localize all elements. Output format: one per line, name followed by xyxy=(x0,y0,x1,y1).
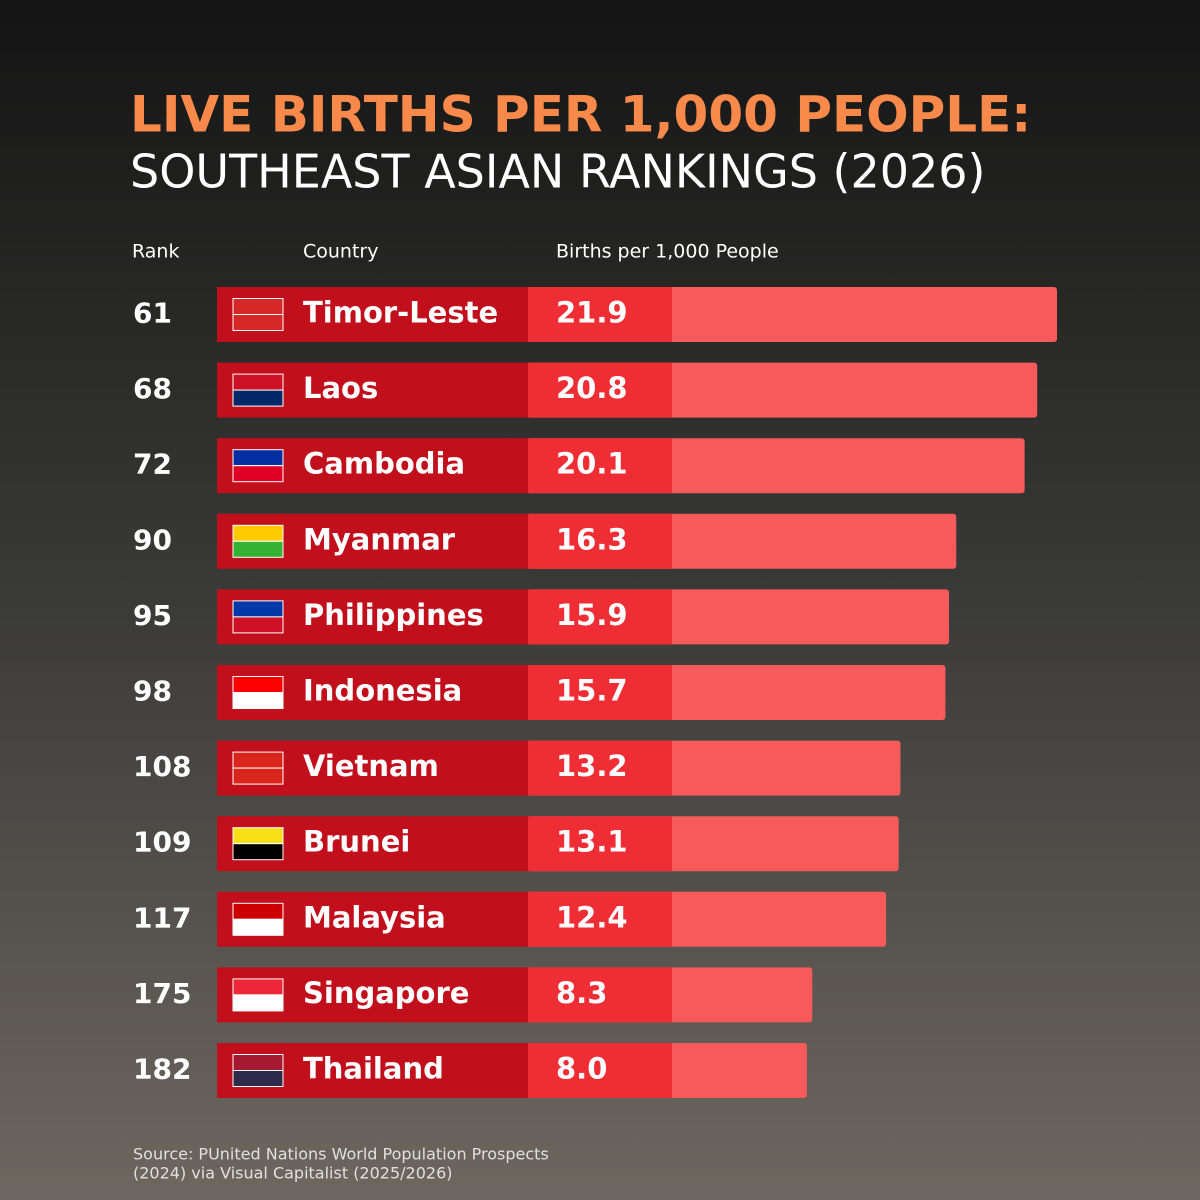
rank: 68 xyxy=(133,372,172,405)
flag xyxy=(232,994,284,1012)
flag xyxy=(232,524,284,542)
rank: 117 xyxy=(133,901,191,934)
column-header: Rank xyxy=(132,241,179,263)
value-label: 8.0 xyxy=(556,1052,607,1086)
flag xyxy=(232,692,284,709)
flag xyxy=(232,1054,284,1071)
column-header: Country xyxy=(303,241,378,263)
flag xyxy=(232,540,284,558)
flag xyxy=(232,389,284,407)
value-cell xyxy=(528,665,672,720)
chart-title: LIVE BIRTHS PER 1,000 PEOPLE: xyxy=(130,86,1031,144)
value-cell xyxy=(528,891,672,947)
flag xyxy=(232,827,284,845)
value-label: 20.1 xyxy=(556,447,628,481)
flag xyxy=(232,373,284,391)
value-label: 16.3 xyxy=(556,522,628,556)
flag xyxy=(232,314,284,331)
rank: 61 xyxy=(133,297,172,330)
country-label: Thailand xyxy=(303,1052,444,1086)
value-label: 15.7 xyxy=(556,674,628,708)
country-label: Indonesia xyxy=(303,674,462,708)
rank: 90 xyxy=(133,523,172,556)
country-label: Timor-Leste xyxy=(303,296,498,330)
value-cell xyxy=(528,1043,672,1098)
country-label: Vietnam xyxy=(303,749,439,783)
value-cell xyxy=(528,740,672,796)
value-label: 13.2 xyxy=(556,749,628,783)
chart-subtitle: SOUTHEAST ASIAN RANKINGS (2026) xyxy=(130,145,986,199)
value-cell xyxy=(528,287,672,342)
rank: 98 xyxy=(133,675,172,708)
value-label: 12.4 xyxy=(556,900,628,934)
country-label: Brunei xyxy=(303,825,410,859)
rank: 108 xyxy=(133,750,191,783)
flag xyxy=(232,767,284,785)
country-label: Cambodia xyxy=(303,447,465,481)
flag xyxy=(232,616,284,634)
value-label: 8.3 xyxy=(556,976,607,1010)
flag xyxy=(232,465,284,483)
flag xyxy=(232,918,284,936)
country-label: Malaysia xyxy=(303,900,446,934)
flag xyxy=(232,843,284,861)
rank: 182 xyxy=(133,1053,191,1086)
rank: 72 xyxy=(133,448,172,481)
column-header: Births per 1,000 People xyxy=(556,241,779,263)
flag xyxy=(232,449,284,467)
value-label: 13.1 xyxy=(556,825,628,859)
flag xyxy=(232,1070,284,1087)
value-label: 15.9 xyxy=(556,598,628,632)
country-label: Myanmar xyxy=(303,522,456,556)
flag xyxy=(232,978,284,996)
source: (2024) via Visual Capitalist (2025/2026) xyxy=(133,1164,453,1183)
value-cell xyxy=(528,513,672,569)
rank: 109 xyxy=(133,826,191,859)
value-label: 21.9 xyxy=(556,296,628,330)
flag xyxy=(232,751,284,769)
flag xyxy=(232,298,284,315)
flag xyxy=(232,676,284,693)
rank: 95 xyxy=(133,599,172,632)
value-label: 20.8 xyxy=(556,371,628,405)
source: Source: PUnited Nations World Population… xyxy=(133,1145,549,1164)
country-label: Philippines xyxy=(303,598,484,632)
rank: 175 xyxy=(133,977,191,1010)
value-cell xyxy=(528,816,672,872)
flag xyxy=(232,600,284,618)
country-label: Singapore xyxy=(303,976,469,1010)
flag xyxy=(232,902,284,920)
value-cell xyxy=(528,589,672,645)
country-label: Laos xyxy=(303,371,378,405)
value-cell xyxy=(528,362,672,418)
value-cell xyxy=(528,967,672,1023)
value-cell xyxy=(528,438,672,494)
